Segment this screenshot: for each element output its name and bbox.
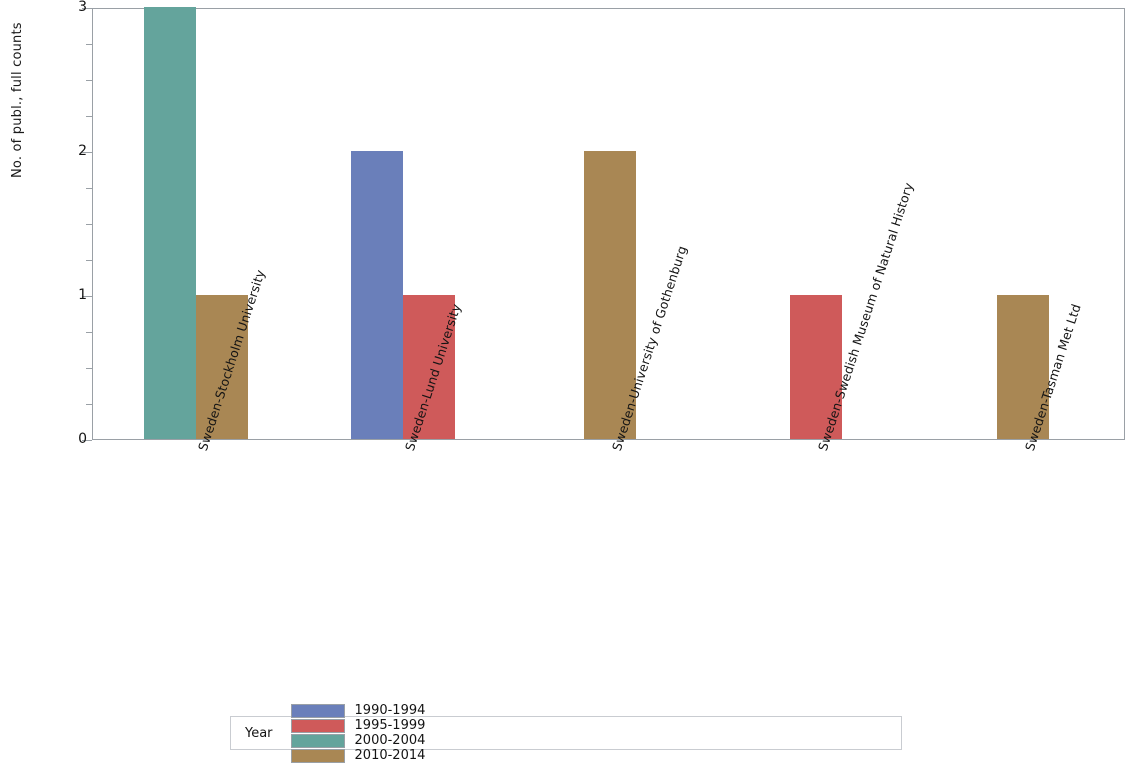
y-tick-major [82, 440, 92, 441]
y-tick-minor [86, 404, 92, 405]
bar [790, 295, 843, 439]
y-tick-label: 0 [78, 431, 87, 447]
bar [996, 295, 1049, 439]
legend-swatch-icon [290, 733, 345, 748]
y-tick-label: 1 [78, 287, 87, 303]
legend-title: Year [245, 725, 273, 741]
y-tick-label: 3 [78, 0, 87, 15]
legend-item[interactable]: 2000-2004 [290, 733, 426, 748]
legend-item[interactable]: 1995-1999 [290, 718, 426, 733]
bar [583, 151, 636, 439]
legend-item[interactable]: 1990-1994 [290, 703, 426, 718]
legend-item-label: 1990-1994 [354, 703, 426, 718]
legend-item-label: 1995-1999 [354, 718, 426, 733]
bar [350, 151, 403, 439]
y-tick-major [82, 152, 92, 153]
plot-area [92, 7, 1125, 440]
y-tick-minor [86, 116, 92, 117]
y-tick-minor [86, 44, 92, 45]
chart-legend[interactable]: Year 1990-1994 1995-1999 2000-2004 2010-201… [230, 703, 902, 763]
y-tick-major [82, 8, 92, 9]
y-tick-minor [86, 260, 92, 261]
y-tick-minor [86, 188, 92, 189]
bar [144, 7, 197, 439]
bar [402, 295, 455, 439]
legend-entries: 1990-1994 1995-1999 2000-2004 2010-2014 [290, 703, 450, 763]
y-tick-minor [86, 80, 92, 81]
y-tick-minor [86, 332, 92, 333]
y-tick-minor [86, 224, 92, 225]
y-tick-major [82, 296, 92, 297]
y-tick-minor [86, 368, 92, 369]
legend-swatch-icon [290, 703, 345, 718]
legend-item-label: 2000-2004 [354, 733, 426, 748]
legend-swatch-icon [290, 718, 345, 733]
y-tick-label: 2 [78, 143, 87, 159]
y-axis-label: No. of publ., full counts [10, 22, 25, 178]
bar [196, 295, 249, 439]
